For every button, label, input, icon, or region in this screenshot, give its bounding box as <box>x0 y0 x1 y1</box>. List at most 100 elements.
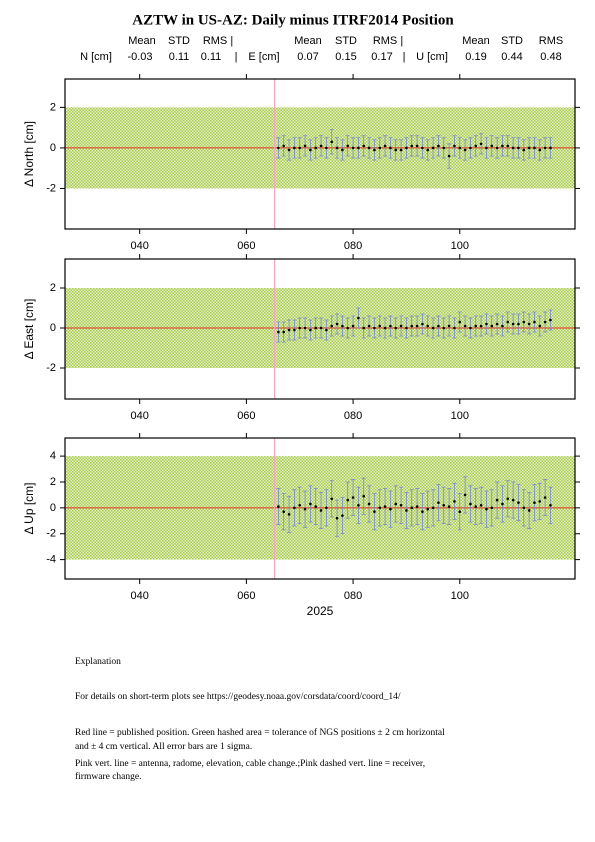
point <box>453 144 456 148</box>
stats-value: 0.19 <box>465 51 486 63</box>
point <box>447 324 451 328</box>
explanation-line: Pink vert. line = antenna, radome, eleva… <box>75 759 425 769</box>
point <box>421 146 424 150</box>
y-axis-label: Δ North [cm] <box>22 121 36 187</box>
stats-header: RMS <box>539 35 563 47</box>
point <box>501 144 504 148</box>
point <box>533 501 536 504</box>
stats-value: 0.11 <box>201 51 222 63</box>
point <box>383 326 387 330</box>
point <box>373 326 376 330</box>
point <box>335 516 339 520</box>
point <box>405 509 408 512</box>
point <box>357 146 360 150</box>
point <box>431 506 435 510</box>
point <box>517 501 520 504</box>
stats-label: E [cm] <box>248 51 279 63</box>
point <box>277 146 280 150</box>
point <box>469 326 472 330</box>
point <box>474 144 478 148</box>
stats-separator: | <box>235 51 238 63</box>
point <box>463 148 467 152</box>
point <box>410 324 414 328</box>
y-axis-label: Δ Up [cm] <box>22 482 36 534</box>
plot-frame <box>64 78 576 230</box>
point <box>287 148 291 152</box>
point <box>341 514 344 517</box>
point <box>421 322 424 326</box>
point <box>474 505 478 508</box>
point <box>298 146 302 150</box>
point <box>495 146 499 150</box>
point <box>538 500 542 503</box>
stats-value: 0.48 <box>540 51 561 63</box>
stats-header: Mean <box>128 35 156 47</box>
x-tick-label: 100 <box>451 240 469 252</box>
point <box>362 326 366 330</box>
stats-value: 0.44 <box>501 51 522 63</box>
stats-separator: | <box>403 51 406 63</box>
x-axis-label: 2025 <box>307 604 334 618</box>
point <box>378 506 382 510</box>
stats-value: 0.07 <box>297 51 318 63</box>
point <box>485 146 488 150</box>
y-tick-label: -4 <box>46 554 56 566</box>
point <box>479 503 483 507</box>
point <box>421 510 424 514</box>
point <box>495 498 499 502</box>
y-tick-label: 2 <box>50 476 56 488</box>
x-tick-label: 080 <box>344 590 362 602</box>
point <box>549 503 552 507</box>
point <box>511 322 515 326</box>
x-tick-label: 040 <box>131 410 149 422</box>
point <box>357 503 360 507</box>
point <box>394 326 398 330</box>
point <box>479 324 483 328</box>
point <box>527 146 531 150</box>
y-tick-label: 2 <box>50 101 56 113</box>
point <box>303 507 307 511</box>
point <box>277 330 280 334</box>
point <box>543 320 547 324</box>
point <box>442 503 446 507</box>
stats-header: Mean <box>462 35 490 47</box>
point <box>277 505 280 508</box>
point <box>389 324 392 328</box>
point <box>330 324 334 328</box>
point <box>394 502 398 506</box>
point <box>506 497 510 501</box>
point <box>319 509 323 512</box>
point <box>426 324 430 328</box>
point <box>426 507 430 511</box>
point <box>373 510 376 514</box>
stats-header: RMS | <box>373 35 403 47</box>
point <box>410 144 414 148</box>
stats-value: -0.03 <box>127 51 152 63</box>
stats-header: STD <box>335 35 357 47</box>
point <box>533 320 536 324</box>
point <box>522 320 526 324</box>
point <box>490 506 494 510</box>
point <box>447 154 451 158</box>
point <box>378 146 382 150</box>
point <box>485 507 488 511</box>
point <box>341 324 344 328</box>
point <box>522 506 526 510</box>
point <box>469 502 472 506</box>
point <box>415 324 419 328</box>
point <box>341 148 344 152</box>
point <box>394 148 398 152</box>
point <box>351 496 355 499</box>
point <box>485 322 488 326</box>
point <box>490 144 494 148</box>
point <box>293 146 296 150</box>
point <box>351 146 355 150</box>
point <box>527 509 531 512</box>
point <box>399 324 403 328</box>
point <box>282 144 286 148</box>
point <box>543 496 547 499</box>
point <box>357 316 360 320</box>
stats-value: 0.17 <box>371 51 392 63</box>
point <box>469 146 472 150</box>
point <box>314 326 318 330</box>
